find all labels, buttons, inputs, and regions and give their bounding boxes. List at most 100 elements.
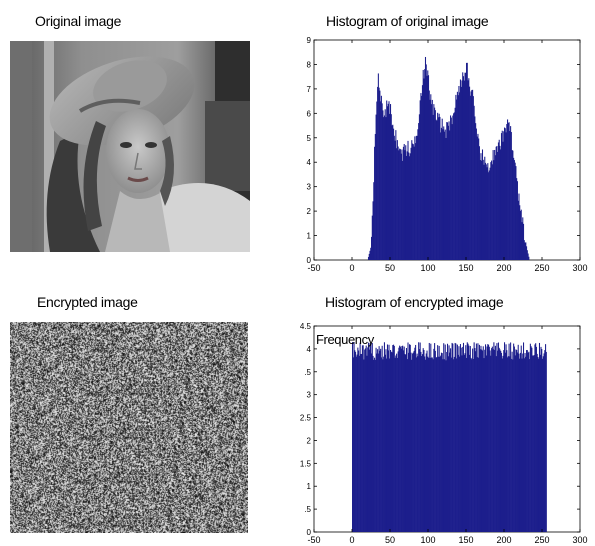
histogram-bar <box>518 353 520 532</box>
encrypted-histogram-caption: Histogram of encrypted image <box>325 294 504 310</box>
histogram-bar <box>497 151 499 260</box>
histogram-bar <box>519 358 521 532</box>
histogram-bar <box>403 346 405 532</box>
histogram-bar <box>376 353 378 532</box>
histogram-bar <box>390 350 392 532</box>
histogram-bar <box>369 343 371 532</box>
histogram-bar <box>516 178 518 260</box>
histogram-bar <box>521 358 523 532</box>
histogram-bar <box>459 79 461 260</box>
histogram-bar <box>434 107 436 260</box>
histogram-bar <box>377 86 379 260</box>
histogram-bar <box>519 205 521 260</box>
histogram-bar <box>384 109 386 260</box>
histogram-bar <box>377 353 379 532</box>
histogram-bar <box>442 359 444 532</box>
histogram-bar <box>534 344 536 532</box>
histogram-bar <box>483 164 485 260</box>
histogram-bar <box>402 345 404 532</box>
histogram-bar <box>496 343 498 532</box>
histogram-bar <box>381 103 383 261</box>
histogram-bar <box>400 153 402 260</box>
histogram-bar <box>392 345 394 532</box>
histogram-bar <box>520 209 522 260</box>
histogram-bar <box>415 344 417 532</box>
histogram-bar <box>508 343 510 532</box>
histogram-bar <box>472 96 474 261</box>
histogram-bar <box>376 101 378 260</box>
histogram-bar <box>415 143 417 260</box>
histogram-bar <box>494 345 496 532</box>
histogram-bar <box>408 352 410 532</box>
histogram-bar <box>372 201 374 260</box>
histogram-bar <box>430 94 432 260</box>
histogram-bar <box>434 110 436 260</box>
histogram-bar <box>409 153 411 260</box>
histogram-bar <box>356 354 358 532</box>
histogram-bar <box>447 343 449 532</box>
histogram-bar <box>475 343 477 532</box>
histogram-bar <box>504 352 506 532</box>
histogram-bar <box>391 352 393 532</box>
histogram-bar <box>499 145 501 260</box>
histogram-bar <box>393 344 395 532</box>
x-tick-label: 100 <box>420 263 435 273</box>
histogram-bar <box>528 351 530 532</box>
histogram-bar <box>533 355 535 532</box>
histogram-bar <box>389 358 391 532</box>
histogram-bar <box>520 345 522 532</box>
x-tick-label: 250 <box>534 535 549 545</box>
histogram-bar <box>449 130 451 260</box>
histogram-bar <box>396 148 398 260</box>
histogram-bar <box>519 211 522 260</box>
histogram-bar <box>525 356 527 532</box>
histogram-bar <box>471 89 473 260</box>
histogram-bar <box>409 156 411 260</box>
histogram-bar <box>394 140 396 260</box>
histogram-bar <box>412 144 414 260</box>
histogram-bar <box>488 172 490 260</box>
histogram-bar <box>424 56 427 261</box>
histogram-bar <box>538 358 540 532</box>
histogram-bar <box>455 343 457 532</box>
histogram-bar <box>431 357 433 532</box>
histogram-bar <box>412 143 414 260</box>
histogram-bar <box>402 146 404 260</box>
histogram-bar <box>389 113 391 260</box>
histogram-bar <box>394 357 396 532</box>
histogram-bar <box>373 359 375 532</box>
x-tick-label: 250 <box>534 263 549 273</box>
histogram-bar <box>513 343 515 532</box>
histogram-bar <box>418 349 420 532</box>
histogram-bar <box>398 347 400 532</box>
histogram-bar <box>505 344 507 532</box>
histogram-bar <box>440 352 442 532</box>
histogram-bar <box>415 135 417 260</box>
histogram-bar <box>460 347 462 532</box>
histogram-bar <box>506 124 508 261</box>
histogram-bar <box>420 351 422 532</box>
histogram-bar <box>535 346 537 532</box>
histogram-bar <box>450 357 452 532</box>
histogram-bar <box>371 343 373 532</box>
histogram-bar <box>450 115 452 260</box>
histogram-bar <box>419 100 421 260</box>
histogram-bar <box>483 358 485 532</box>
histogram-bar <box>458 346 460 532</box>
histogram-bar <box>440 132 442 260</box>
x-tick-label: -50 <box>307 535 320 545</box>
histogram-bar <box>492 150 494 260</box>
histogram-bar <box>380 95 382 260</box>
histogram-bar <box>428 357 430 532</box>
histogram-bar <box>544 350 546 532</box>
histogram-bar <box>435 119 437 260</box>
histogram-bar <box>488 344 490 532</box>
histogram-bar <box>427 356 429 532</box>
histogram-bar <box>532 355 534 532</box>
histogram-bar <box>418 123 420 261</box>
original-image <box>10 41 250 252</box>
histogram-bar <box>386 358 388 532</box>
histogram-bar <box>415 357 417 532</box>
histogram-bar <box>440 127 442 260</box>
histogram-bar <box>370 344 372 532</box>
